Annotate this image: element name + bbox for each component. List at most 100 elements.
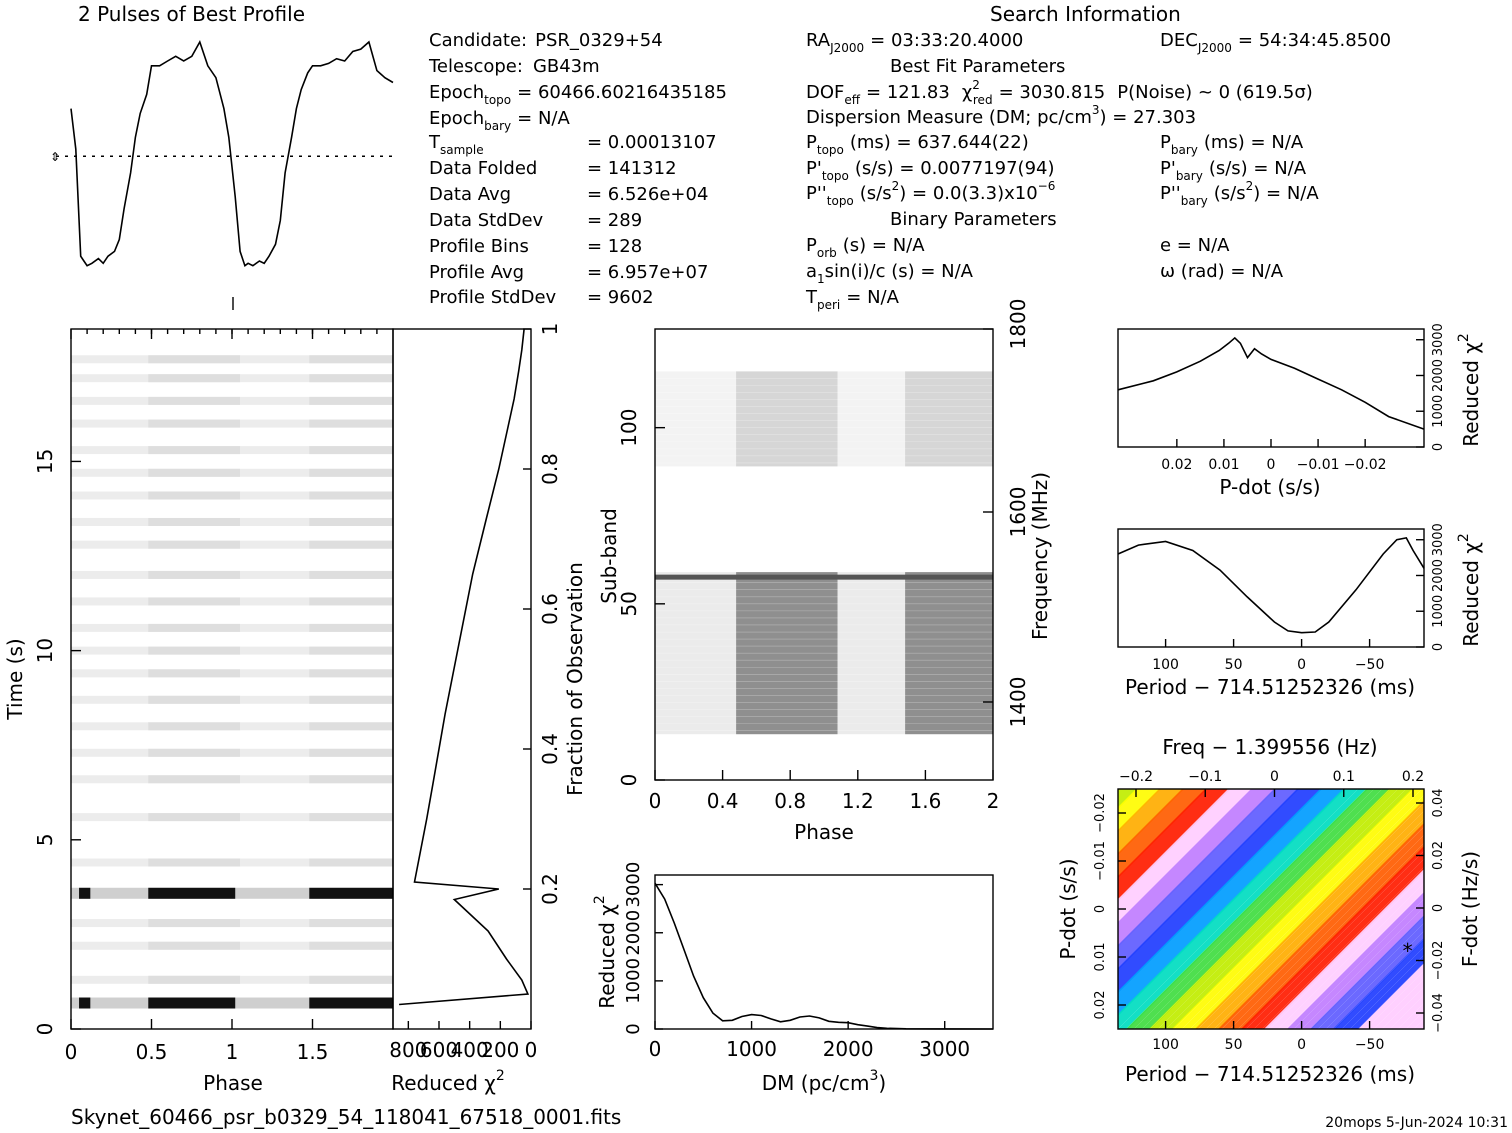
period-pdot-band [1333, 938, 1424, 1029]
svg-text:RAJ2000= 03:33:20.4000: RAJ2000 = 03:33:20.4000 [806, 30, 1023, 55]
time-phase-faint-pulse [309, 748, 393, 757]
time-phase-faint-pulse [148, 669, 241, 678]
porb-label: P [806, 235, 817, 256]
time-phase-faint-pulse [309, 695, 393, 704]
period-ylabel-sup: 2 [1456, 533, 1472, 542]
chi-fraction-xtick-label: 800 [389, 1038, 427, 1062]
period-pdot-ytick-label: 0 [1093, 905, 1108, 913]
pddtopo-sub: topo [827, 194, 854, 208]
period-pdot-band [1195, 800, 1424, 1029]
data-stddev-value: = 289 [587, 210, 642, 231]
time-phase-faint-pulse [309, 355, 393, 364]
svg-text:Reduced χ2: Reduced χ2 [592, 895, 619, 1009]
time-phase-faint-pulse [148, 468, 241, 477]
subband-xtick-label: 0 [649, 789, 662, 813]
subband-pulse-region [736, 572, 838, 735]
time-phase-pulse-band [79, 997, 91, 1009]
period-pdot-ytick-label: 0.01 [1093, 943, 1108, 972]
period-pdot-streak [1293, 898, 1424, 1029]
svg-text:Candidate:PSR_0329+54: Candidate: PSR_0329+54 [429, 30, 663, 51]
chi-fraction-ytick-label: 0.2 [538, 873, 562, 905]
time-phase-faint-pulse [148, 419, 241, 428]
data-avg-value: = 6.526e+04 [587, 184, 708, 205]
chi-fraction-xlabel-sup: 2 [496, 1068, 505, 1084]
pdot-xtick-label: −0.02 [1344, 457, 1387, 473]
dm-sup: 3 [1092, 103, 1100, 117]
period-pdot-streak [1301, 906, 1424, 1029]
time-phase-faint-pulse [309, 446, 393, 455]
profile-stddev-value: = 9602 [587, 287, 654, 308]
period-ytick-label: 1000 [1431, 595, 1446, 628]
time-phase-faint-pulse [309, 517, 393, 526]
data-stddev-label: Data StdDev [429, 210, 544, 231]
period-pdot-streak [1381, 986, 1424, 1029]
pddbary-sup: 2 [1246, 179, 1254, 193]
pdot-ytick-label: 0 [1431, 443, 1446, 451]
time-phase-pulse-band [309, 887, 393, 899]
period-ylabel: Reduced χ [1459, 542, 1483, 647]
dec-label: DEC [1160, 30, 1198, 51]
porb-sub: orb [817, 246, 837, 260]
period-pdot-band [1241, 846, 1424, 1029]
svg-text:DM (pc/cm3): DM (pc/cm3) [762, 1068, 886, 1095]
time-phase-faint-pulse [309, 491, 393, 500]
time-phase-image [71, 355, 393, 1009]
tperi-sub: peri [817, 298, 840, 312]
subband-xtick-label: 2 [987, 789, 1000, 813]
dof-value: = 121.83 [866, 82, 950, 103]
chi-fraction-ytick-label: 0.4 [538, 733, 562, 765]
dm-xtick-label: 1000 [726, 1037, 777, 1061]
dm-chi-line [654, 882, 994, 1030]
period-pdot-streak [1253, 858, 1424, 1029]
pnoise-value: P(Noise) ~ 0 (619.5σ) [1117, 82, 1313, 103]
subband-ytick-label: 0 [617, 774, 641, 787]
period-pdot-streak [1157, 789, 1399, 1029]
data-folded-label: Data Folded [429, 158, 537, 179]
ecc-value: e = N/A [1160, 235, 1230, 256]
pdot-chi-plot: 0.02 0.01 0 −0.01 −0.02 0 1000 2000 3000 P-dot (… [1117, 323, 1483, 499]
footer-filename: Skynet_60466_psr_b0329_54_118041_67518_0… [71, 1105, 621, 1129]
dm-xlabel: DM (pc/cm [762, 1071, 870, 1095]
subband-phase-image [655, 370, 993, 735]
pddtopo-value-a: (s/s [860, 183, 892, 204]
subband-strong-row [655, 574, 993, 580]
best-fit-title: Best Fit Parameters [890, 56, 1065, 77]
period-pdot-xtick-label: 0 [1297, 1037, 1306, 1053]
period-pdot-streak [1141, 789, 1383, 1029]
porb-value: (s) = N/A [843, 235, 925, 256]
subband-phase-plot: 0 0.4 0.8 1.2 1.6 2 0 50 100 1400 1600 1800 Phase S… [597, 299, 1052, 844]
pddbary-label: P'' [1160, 183, 1181, 204]
period-chi-line [1117, 537, 1425, 634]
time-phase-xlabel: Phase [203, 1071, 263, 1095]
pdot-xlabel: P-dot (s/s) [1219, 475, 1320, 499]
pddtopo-sup: 2 [892, 179, 900, 193]
time-phase-faint-pulse [309, 419, 393, 428]
svg-text:P'bary(s/s) = N/A: P'bary (s/s) = N/A [1160, 158, 1307, 183]
period-pdot-y2label: F-dot (Hz/s) [1458, 851, 1482, 967]
time-phase-xtick-label: 1.5 [297, 1040, 329, 1064]
pdbary-label: P' [1160, 158, 1176, 179]
chi-fraction-line [399, 328, 530, 1006]
period-pdot-streak [1197, 802, 1424, 1029]
epoch-topo-value: = 60466.60216435185 [517, 82, 727, 103]
data-avg-label: Data Avg [429, 184, 511, 205]
time-phase-faint-pulse [148, 623, 241, 632]
chi-sub: red [973, 93, 993, 107]
period-pdot-streak [1357, 962, 1424, 1029]
candidate-value: PSR_0329+54 [535, 30, 663, 51]
time-phase-faint-pulse [309, 374, 393, 383]
pdot-xtick-label: 0.02 [1161, 457, 1192, 473]
dm-ylabel: Reduced χ [595, 904, 619, 1009]
period-pdot-streak [1181, 789, 1423, 1029]
subband-xtick-label: 1.6 [909, 789, 941, 813]
period-pdot-streak [1285, 890, 1424, 1029]
pdot-xtick-label: 0.01 [1208, 457, 1239, 473]
svg-text:P''bary(s/s2) = N/A: P''bary (s/s2) = N/A [1160, 179, 1319, 208]
epoch-bary-value: = N/A [517, 108, 570, 129]
period-pdot-fdot-label: 0.04 [1431, 789, 1446, 818]
time-phase-faint-pulse [309, 669, 393, 678]
period-pdot-streak [1213, 818, 1424, 1029]
